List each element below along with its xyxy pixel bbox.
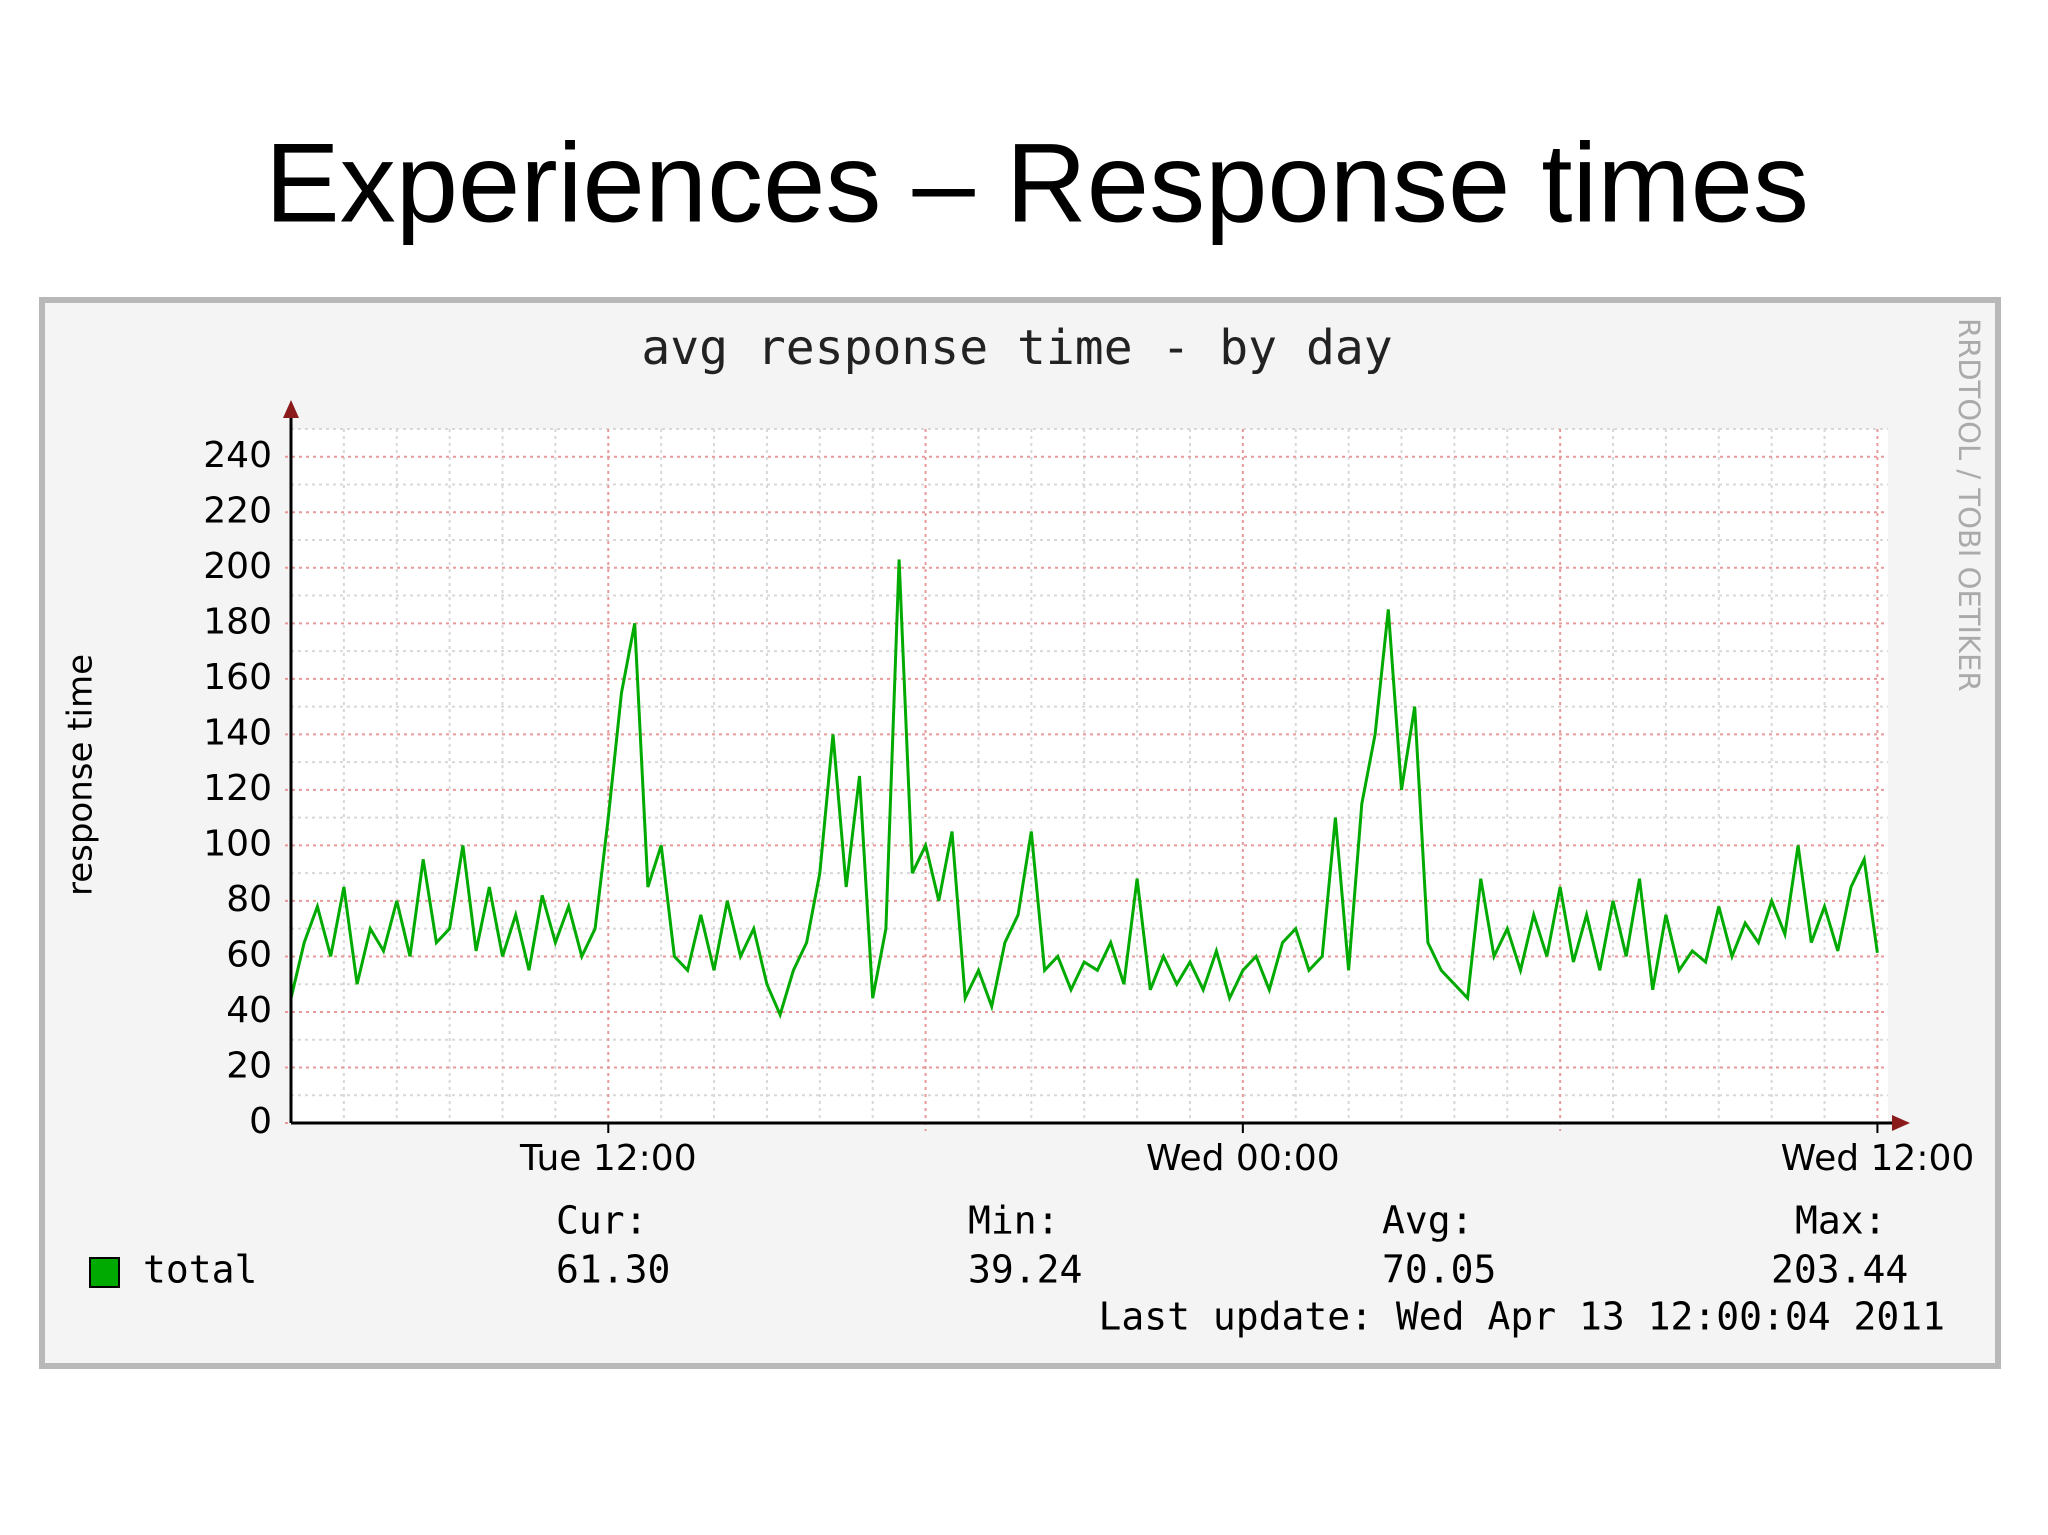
y-tick-label: 100 <box>203 823 272 864</box>
x-tick-label: Wed 00:00 <box>1146 1138 1340 1179</box>
x-axis-arrow <box>1892 1115 1910 1131</box>
stat-value: 203.44 <box>1771 1248 1908 1292</box>
legend-label: total <box>143 1248 257 1292</box>
stat-value: 61.30 <box>556 1248 670 1292</box>
stat-label: Max: <box>1795 1199 1887 1243</box>
stat-value: 70.05 <box>1382 1248 1496 1292</box>
last-update: Last update: Wed Apr 13 12:00:04 2011 <box>1099 1295 1945 1339</box>
plot-area <box>291 429 1888 1123</box>
chart-title: avg response time - by day <box>641 320 1392 376</box>
y-tick-label: 160 <box>203 657 272 698</box>
legend-swatch <box>89 1257 120 1288</box>
data-line <box>289 559 1879 1020</box>
slide-title: Experiences – Response times <box>265 121 1809 246</box>
x-tick-label: Tue 12:00 <box>519 1138 697 1179</box>
y-tick-label: 60 <box>226 934 272 975</box>
stat-label: Cur: <box>556 1199 648 1243</box>
grid <box>285 428 1888 1133</box>
stat-value: 39.24 <box>968 1248 1082 1292</box>
y-tick-label: 180 <box>203 601 272 642</box>
y-tick-label: 80 <box>226 879 272 920</box>
watermark: RRDTOOL / TOBI OETIKER <box>1952 318 1986 691</box>
stat-label: Avg: <box>1382 1199 1474 1243</box>
y-axis-arrow <box>283 400 299 418</box>
y-tick-label: 120 <box>203 768 272 809</box>
y-tick-label: 240 <box>203 435 272 476</box>
x-tick-label: Wed 12:00 <box>1781 1138 1975 1179</box>
y-tick-label: 220 <box>203 490 272 531</box>
y-tick-label: 200 <box>203 546 272 587</box>
y-axis-label: response time <box>61 654 101 896</box>
y-tick-label: 40 <box>226 990 272 1031</box>
y-tick-label: 0 <box>249 1101 272 1142</box>
plot <box>289 559 1879 1020</box>
stat-label: Min: <box>968 1199 1060 1243</box>
y-tick-label: 20 <box>226 1045 272 1086</box>
y-tick-label: 140 <box>203 712 272 753</box>
